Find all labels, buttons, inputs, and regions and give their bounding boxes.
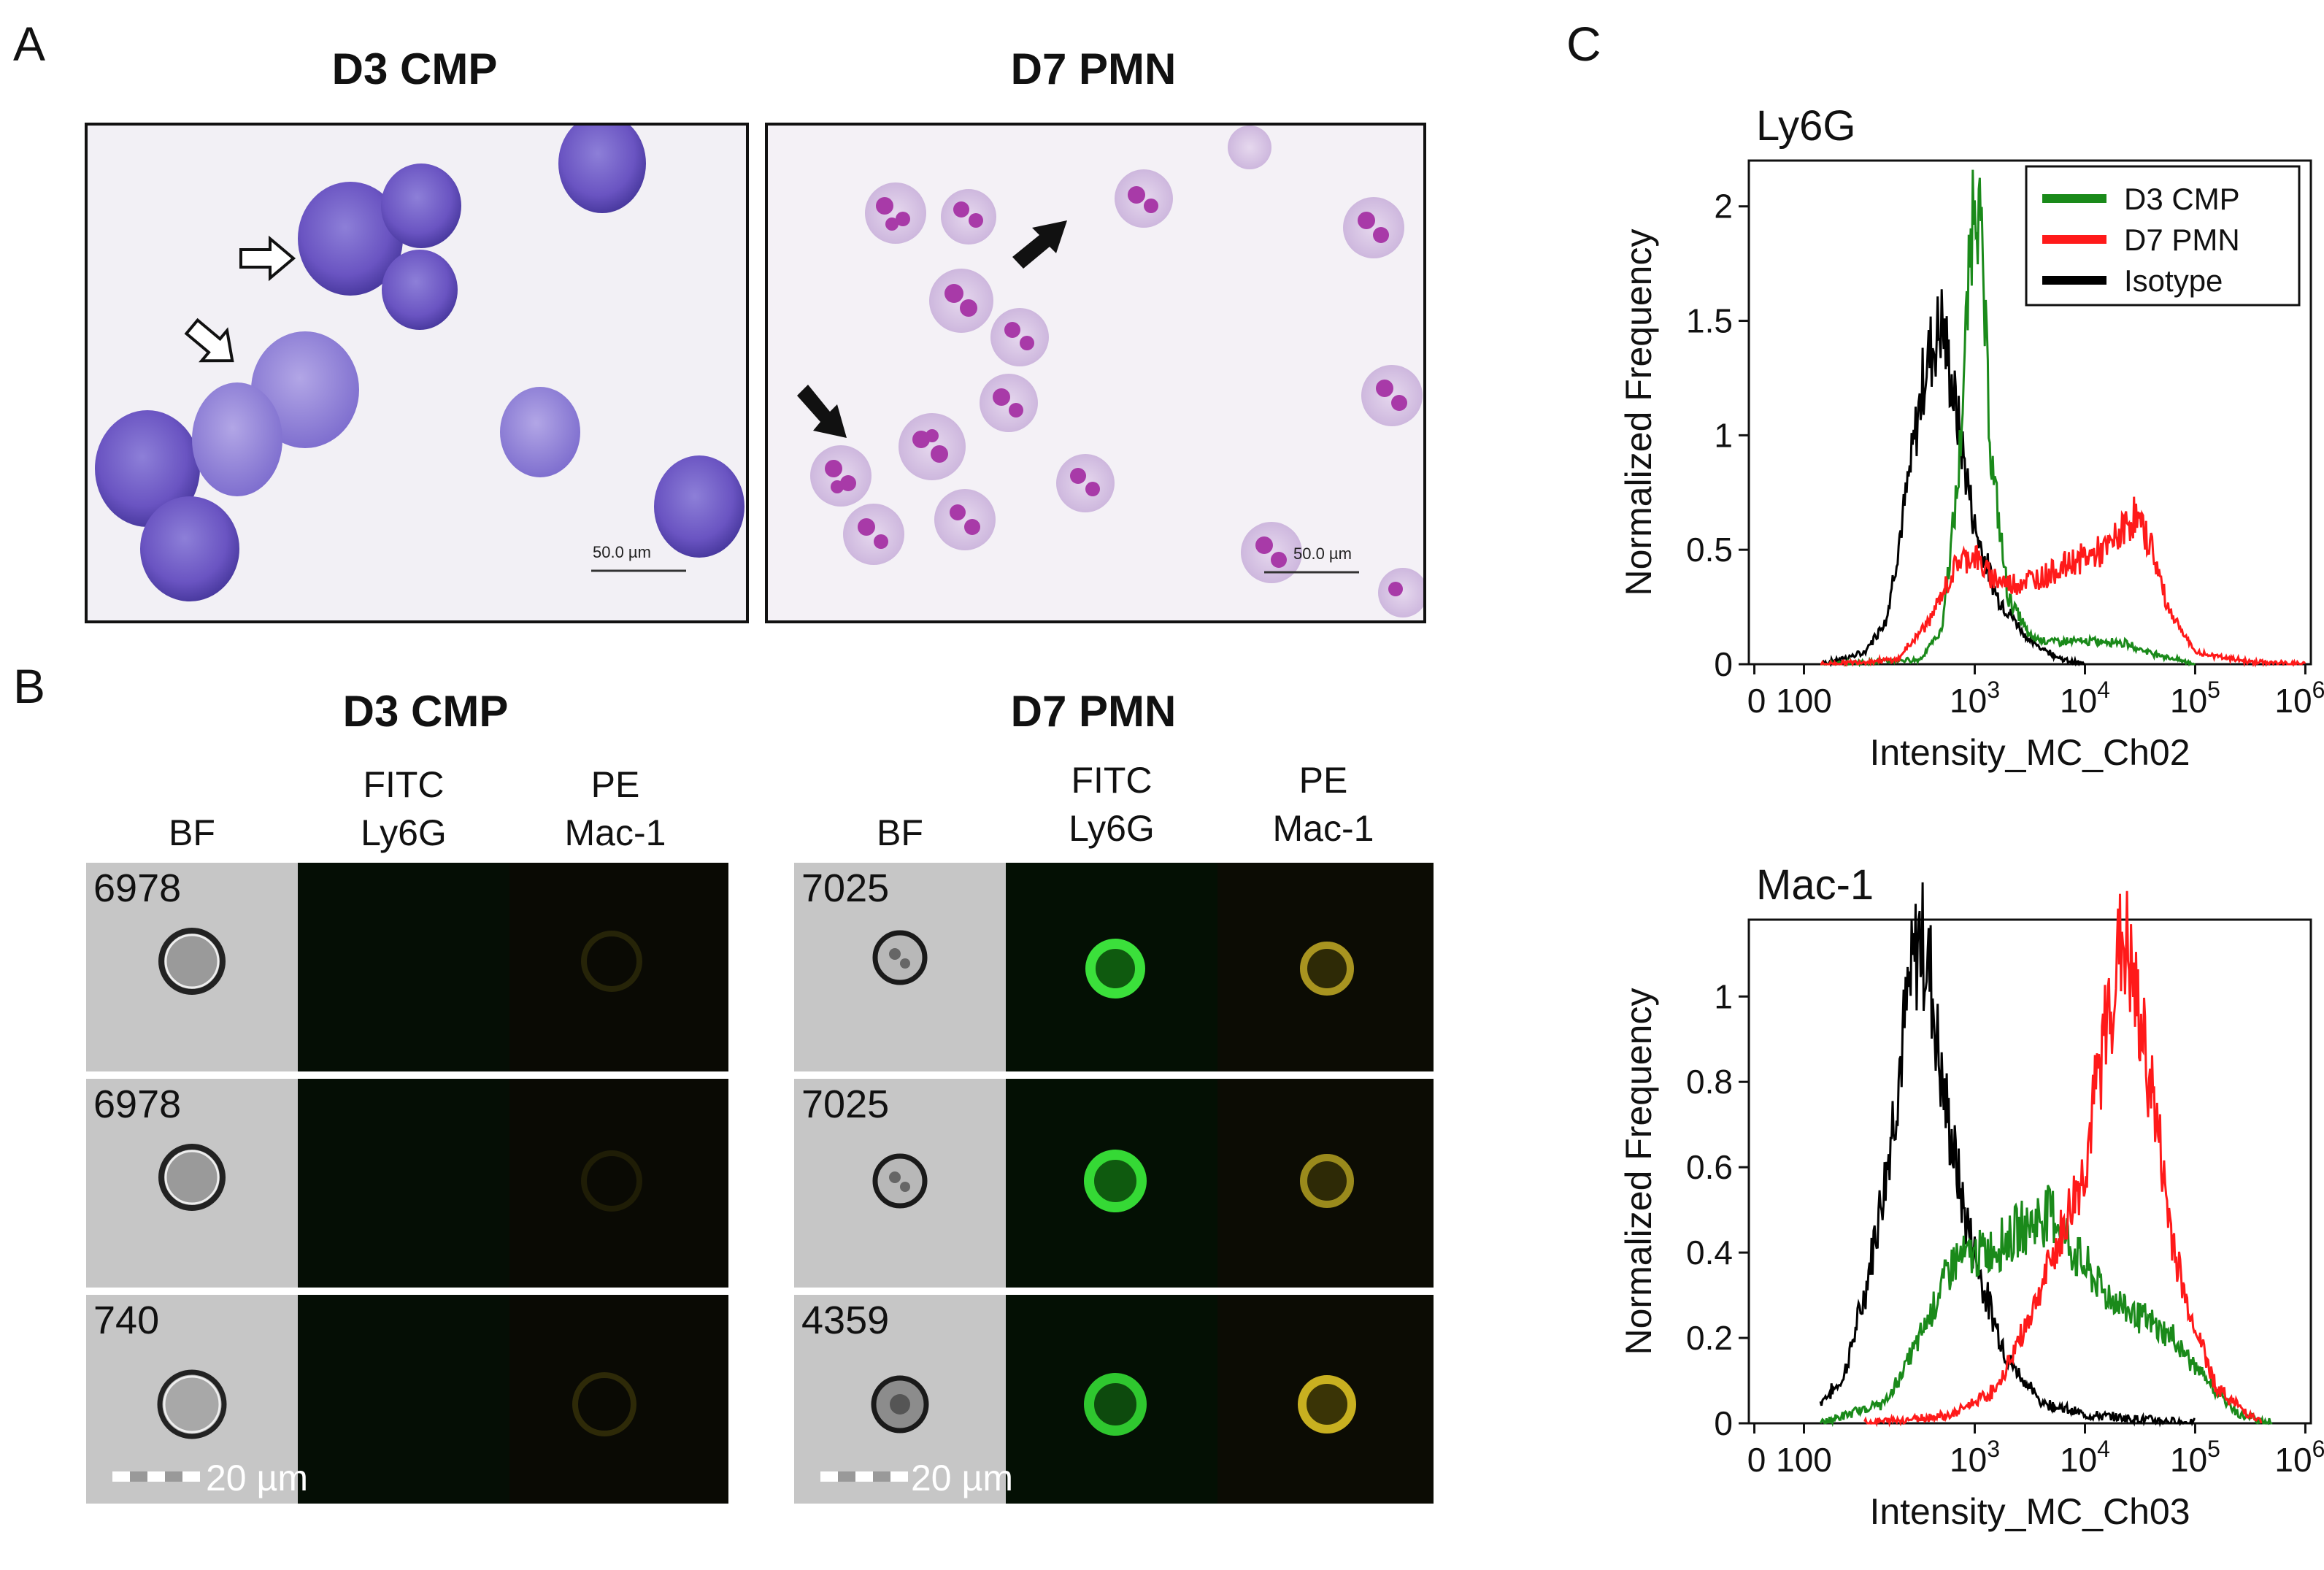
x-tick-label: 103 [1950, 677, 2000, 720]
channel-label-pe: PE Mac-1 [564, 764, 666, 853]
series-line-d7-pmn [1820, 496, 2306, 668]
cell-id: 4359 [801, 1298, 890, 1342]
x-tick-label: 0 [1747, 1441, 1766, 1479]
panel-a-letter: A [13, 17, 46, 71]
y-tick-label: 1 [1714, 416, 1733, 454]
cell-id: 6978 [93, 866, 182, 910]
y-tick-label: 0.6 [1686, 1148, 1733, 1186]
channel-label-fitc: FITC Ly6G [1069, 760, 1155, 849]
plot-frame [1747, 918, 2312, 1425]
panel-a-left-title: D3 CMP [331, 45, 498, 93]
x-tick-label: 103 [1950, 1436, 2000, 1479]
legend-label: D3 CMP [2124, 182, 2240, 216]
x-tick-label: 105 [2170, 677, 2220, 720]
scale-bar [820, 1471, 908, 1482]
x-tick-label: 106 [2274, 1436, 2324, 1479]
scale-label: 50.0 µm [593, 543, 651, 561]
plot-frame [1747, 159, 2312, 666]
cell-image-row: 7025 [794, 1079, 1434, 1288]
y-tick-label: 0 [1714, 1404, 1733, 1442]
panel-c-letter: C [1566, 17, 1601, 71]
chart-mac1: Mac-1 0 0.2 0.4 0.6 0.8 1 0 100 103 104 105 106 Inten… [1618, 861, 2324, 1532]
legend-label: D7 PMN [2124, 223, 2240, 257]
image-grid-d7-pmn: 7025 7025 4359 20 µm [794, 863, 1434, 1517]
solid-arrow-icon [797, 385, 847, 438]
panel-b-right-title: D7 PMN [1010, 687, 1177, 736]
series-line-d7-pmn [1863, 890, 2263, 1428]
y-tick-label: 0 [1714, 645, 1733, 683]
d3-cmp-cells [95, 126, 744, 601]
cell-id: 7025 [801, 866, 890, 910]
panel-b-left-title: D3 CMP [342, 687, 509, 736]
cell-image-row: 7025 [794, 863, 1434, 1071]
d7-pmn-cells [797, 126, 1423, 617]
hollow-arrow-icon [184, 318, 234, 363]
panel-a-right-title: D7 PMN [1010, 45, 1177, 93]
scale-bar [112, 1471, 200, 1482]
channel-label-fitc: FITC Ly6G [361, 764, 447, 853]
chart-title: Mac-1 [1756, 861, 1874, 909]
x-tick-label: 0 [1747, 682, 1766, 720]
x-tick-label: 104 [2060, 677, 2110, 720]
x-tick-label: 106 [2274, 677, 2324, 720]
y-tick-label: 0.4 [1686, 1234, 1733, 1271]
chart-ly6g: Ly6G 0 0.5 1 1.5 2 0 100 103 104 105 106 Intensity_M… [1618, 102, 2324, 773]
legend-label: Isotype [2124, 263, 2223, 298]
cell-image-row: 4359 20 µm [794, 1295, 1434, 1504]
cell-image-row: 6978 [86, 863, 728, 1071]
series-line-isotype [1820, 289, 2085, 668]
y-tick-label: 2 [1714, 188, 1733, 226]
channel-label-bf: BF [169, 812, 215, 853]
channel-label-bf: BF [877, 812, 923, 853]
x-axis-label: Intensity_MC_Ch03 [1869, 1491, 2190, 1532]
y-axis-label: Normalized Frequency [1618, 229, 1659, 596]
cell-id: 6978 [93, 1082, 182, 1126]
scale-label: 50.0 µm [1293, 545, 1352, 563]
micrograph-d7-pmn: 50.0 µm [765, 123, 1426, 623]
solid-arrow-icon [1012, 220, 1067, 269]
y-tick-label: 0.8 [1686, 1063, 1733, 1101]
x-tick-label: 104 [2060, 1436, 2110, 1479]
x-tick-label: 105 [2170, 1436, 2220, 1479]
channel-label-pe: PE Mac-1 [1272, 760, 1374, 849]
image-grid-d3-cmp: 6978 6978 740 20 µm [86, 863, 728, 1517]
x-axis-label: Intensity_MC_Ch02 [1869, 732, 2190, 773]
cell-id: 740 [93, 1298, 160, 1342]
chart-title: Ly6G [1756, 102, 1855, 150]
y-axis-label: Normalized Frequency [1618, 988, 1659, 1355]
x-tick-label: 100 [1776, 1441, 1832, 1479]
cell-image-row: 6978 [86, 1079, 728, 1288]
y-tick-label: 1 [1714, 977, 1733, 1015]
x-tick-label: 100 [1776, 682, 1832, 720]
scale-label: 20 µm [206, 1458, 308, 1498]
cell-image-row: 740 20 µm [86, 1295, 728, 1504]
series-line-d3-cmp [1819, 1185, 2273, 1428]
cell-id: 7025 [801, 1082, 890, 1126]
scale-label: 20 µm [911, 1458, 1013, 1498]
y-tick-label: 1.5 [1686, 302, 1733, 340]
panel-b-letter: B [13, 659, 46, 713]
series-line-isotype [1819, 882, 2196, 1428]
y-tick-label: 0.5 [1686, 531, 1733, 569]
hollow-arrow-icon [239, 235, 296, 282]
micrograph-d3-cmp: 50.0 µm [85, 123, 749, 623]
y-tick-label: 0.2 [1686, 1319, 1733, 1357]
